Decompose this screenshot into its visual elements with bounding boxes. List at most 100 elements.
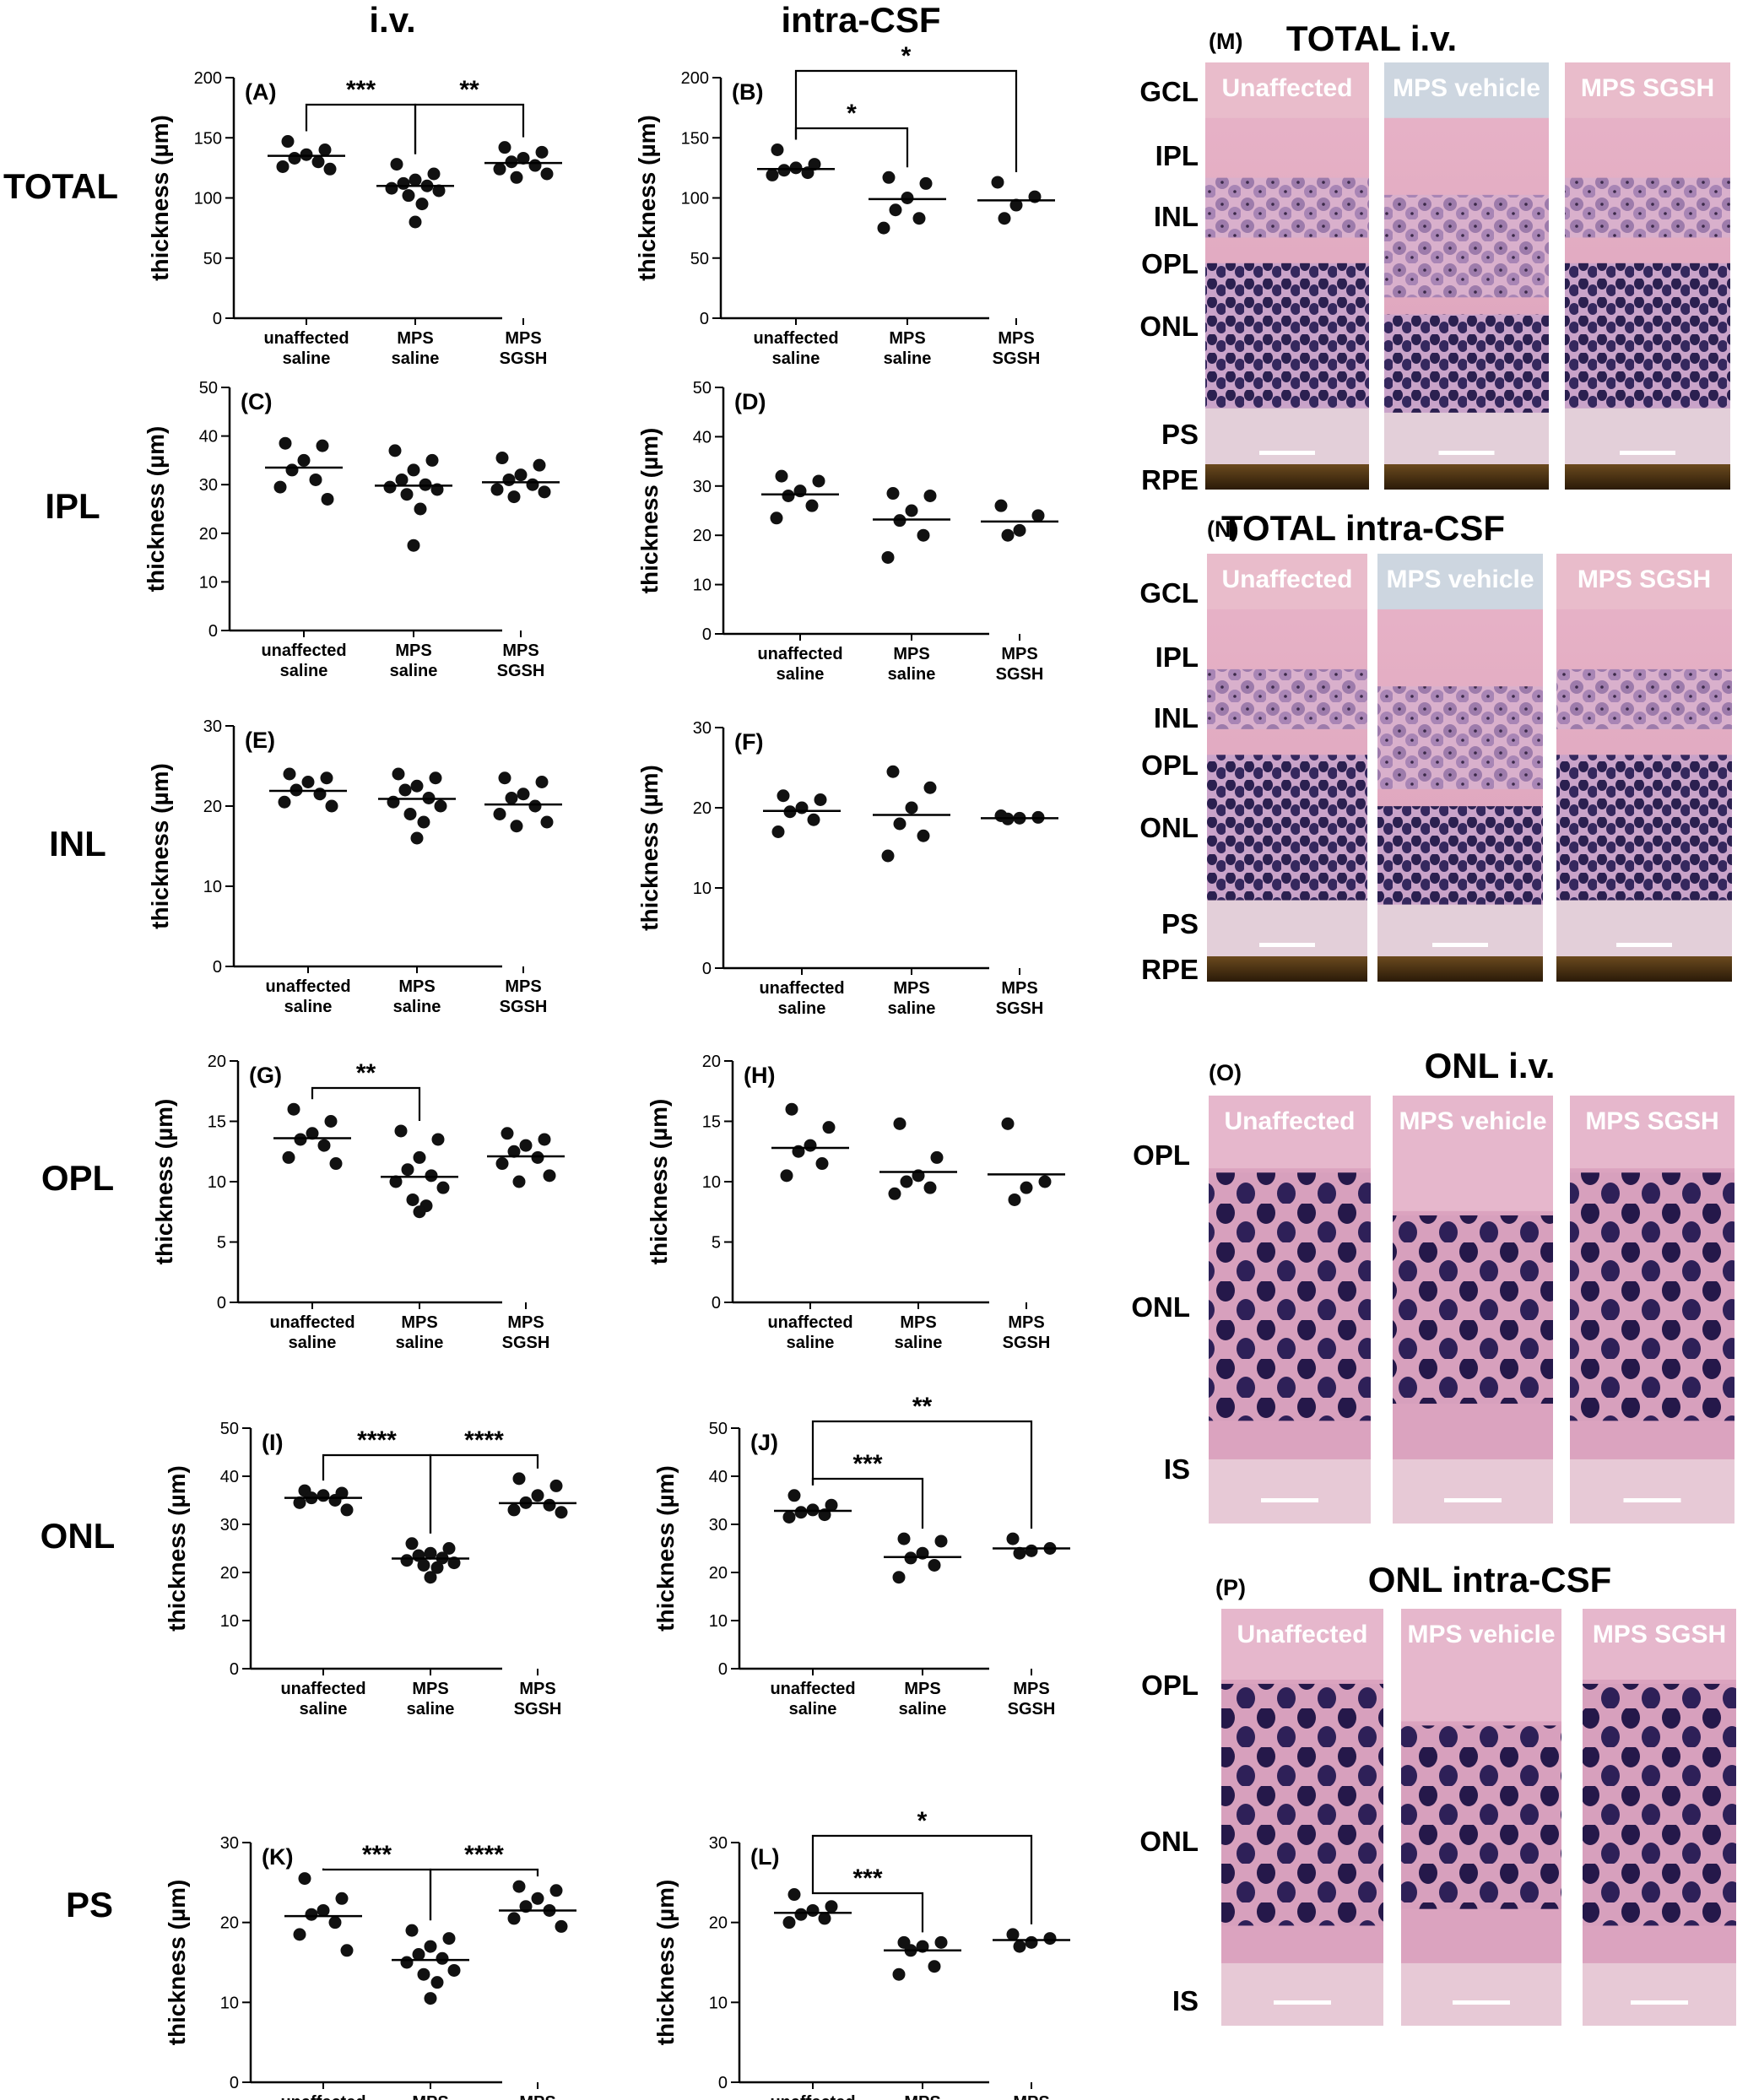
category-label-line2: SGSH <box>996 999 1044 1018</box>
data-point <box>493 808 506 820</box>
outer-nuclear-layer <box>1384 314 1549 413</box>
y-axis-title: thickness (µm) <box>151 1099 177 1265</box>
micrograph-strip: MPS vehicle <box>1384 62 1549 490</box>
layer-label: ONL <box>1131 1291 1190 1323</box>
data-point <box>390 158 403 171</box>
panel-letter: (B) <box>732 79 763 105</box>
data-point <box>886 487 900 501</box>
y-tick-label: 30 <box>709 1834 728 1853</box>
data-point <box>323 162 337 176</box>
y-tick-label: 30 <box>220 1516 239 1534</box>
panel-letter: (A) <box>245 79 276 105</box>
y-tick-label: 20 <box>220 1914 239 1933</box>
ganglion-cell-layer <box>1207 554 1367 609</box>
y-tick-label: 100 <box>194 190 222 208</box>
layer-label: IS <box>1172 1985 1199 2016</box>
data-point <box>424 1571 437 1584</box>
data-point <box>389 1175 403 1188</box>
data-point <box>388 444 402 457</box>
data-point <box>281 135 295 149</box>
data-point <box>882 170 896 184</box>
data-point <box>812 474 825 488</box>
layer-label: IPL <box>1155 140 1199 171</box>
inner-segments <box>1570 1459 1734 1524</box>
outer-nuclear-layer <box>1565 262 1730 409</box>
rpe-layer <box>1207 956 1367 982</box>
data-point <box>417 1558 430 1572</box>
category-label-line2: saline <box>280 662 328 680</box>
outer-nuclear-layer <box>1393 1215 1553 1405</box>
data-point <box>502 473 516 486</box>
significance-stars: ** <box>912 1393 933 1421</box>
histology-panels: (M) TOTAL i.v. Unaffected MPS vehicle MPS SG… <box>1131 19 1736 2026</box>
y-tick-label: 10 <box>709 1994 728 2012</box>
y-axis-title: thickness (µm) <box>164 1880 190 2046</box>
category-label-line1: MPS <box>1001 979 1037 998</box>
data-point <box>1006 1928 1020 1941</box>
category-label-line1: MPS <box>1013 2093 1049 2100</box>
data-point <box>329 1157 343 1171</box>
panel-letter: (E) <box>245 728 275 753</box>
category-label-line2: saline <box>789 1700 837 1718</box>
data-point <box>526 478 539 491</box>
data-point <box>278 795 291 809</box>
data-point <box>395 473 409 486</box>
significance-bracket <box>429 1453 539 1534</box>
significance-stars: ** <box>356 1059 376 1087</box>
data-point <box>1006 1532 1020 1545</box>
significance-stars: * <box>901 42 912 70</box>
data-point <box>528 799 542 813</box>
data-point <box>320 771 333 785</box>
data-point <box>283 767 296 781</box>
y-tick-label: 20 <box>693 799 712 818</box>
category-label-line2: saline <box>390 662 438 680</box>
data-point <box>318 143 332 156</box>
data-point <box>401 1163 414 1177</box>
data-point <box>814 793 827 806</box>
photoreceptor-segments <box>1565 408 1730 464</box>
panel-letter: (J) <box>750 1430 778 1455</box>
data-point <box>447 1963 461 1977</box>
category-label-line2: SGSH <box>514 1700 562 1718</box>
data-point <box>1008 1193 1021 1206</box>
data-point <box>1001 1117 1015 1130</box>
photoreceptor-segments <box>1384 412 1549 464</box>
y-tick-label: 15 <box>702 1113 721 1132</box>
y-tick-label: 20 <box>709 1564 728 1583</box>
micrograph-strip: MPS vehicle <box>1401 1609 1561 2026</box>
data-point <box>306 1127 319 1140</box>
micrograph-strip: MPS vehicle <box>1377 554 1543 982</box>
y-tick-label: 10 <box>702 1173 721 1192</box>
data-point <box>287 1102 300 1116</box>
data-point <box>442 1542 456 1555</box>
group-label: Unaffected <box>1224 1107 1355 1135</box>
y-tick-label: 10 <box>693 880 712 898</box>
significance-stars: * <box>917 1807 928 1835</box>
layer-label: ONL <box>1139 812 1199 843</box>
y-tick-label: 50 <box>203 250 222 268</box>
data-point <box>424 1940 437 1953</box>
category-label-line1: MPS <box>893 979 929 998</box>
category-label-line1: unaffected <box>767 1313 852 1332</box>
data-point <box>804 1139 817 1152</box>
y-tick-label: 0 <box>213 958 222 977</box>
data-point <box>807 813 820 826</box>
category-label-line1: unaffected <box>759 979 844 998</box>
panel-letter: (F) <box>734 729 763 755</box>
y-axis-title: thickness (µm) <box>652 1465 679 1632</box>
outer-plexiform-region <box>1393 1096 1553 1211</box>
chart-panel-e: 0 10 20 30 thickness (µm) (E) unaffected saline… <box>147 717 562 1016</box>
category-label-line2: saline <box>392 349 440 368</box>
layer-label: ONL <box>1139 1826 1199 1857</box>
data-point <box>881 550 895 564</box>
y-tick-label: 0 <box>208 622 218 641</box>
inner-nuclear-layer <box>1565 177 1730 238</box>
data-point <box>414 502 427 516</box>
significance-stars: **** <box>357 1426 397 1454</box>
chart-panel-h: 0 5 10 15 20 thickness (µm) (H) unaffected salin… <box>646 1053 1065 1352</box>
group-label: MPS vehicle <box>1399 1107 1546 1135</box>
group-label: Unaffected <box>1221 74 1352 102</box>
y-tick-label: 0 <box>718 1660 728 1679</box>
y-axis-title: thickness (µm) <box>143 426 169 593</box>
y-axis-title: thickness (µm) <box>636 428 663 594</box>
